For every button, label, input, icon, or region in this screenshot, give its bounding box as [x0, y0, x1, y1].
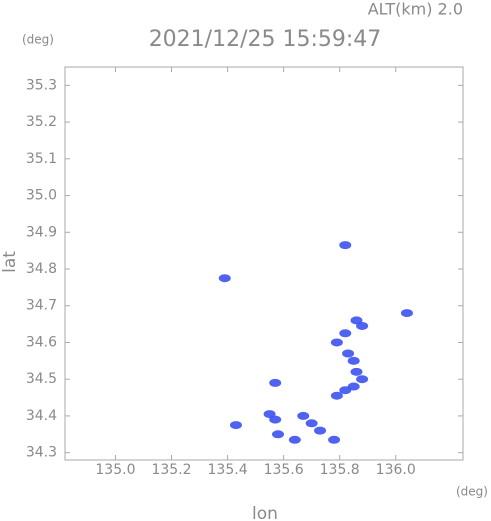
- echo: [347, 356, 360, 365]
- x-tick-label: 136.0: [376, 462, 416, 478]
- y-tick-label: 34.7: [26, 298, 57, 314]
- y-unit: (deg): [22, 33, 54, 47]
- x-tick-label: 135.8: [320, 462, 360, 478]
- chart-title: 2021/12/25 15:59:47: [149, 27, 382, 52]
- echo: [342, 349, 355, 358]
- y-tick-label: 34.9: [26, 224, 57, 240]
- echo: [305, 419, 318, 428]
- echo: [229, 421, 242, 430]
- x-tick-label: 135.4: [208, 462, 248, 478]
- y-tick-label: 34.8: [26, 261, 57, 277]
- y-axis-label: lat: [0, 251, 20, 273]
- echo: [356, 321, 369, 330]
- y-tick-label: 35.1: [26, 151, 57, 167]
- echo: [350, 367, 363, 376]
- echo: [328, 435, 341, 444]
- x-tick-label: 135.2: [151, 462, 191, 478]
- y-tick-label: 34.5: [26, 371, 57, 387]
- x-tick-label: 135.6: [264, 462, 304, 478]
- echo: [269, 378, 282, 387]
- echo: [314, 426, 327, 435]
- echo: [400, 309, 413, 318]
- echo: [330, 391, 343, 400]
- x-tick-label: 135.0: [95, 462, 135, 478]
- x-axis-label: lon: [252, 504, 278, 521]
- x-unit: (deg): [456, 485, 488, 499]
- echo: [288, 435, 301, 444]
- altitude: ALT(km) 2.0: [368, 0, 463, 19]
- y-tick-label: 34.3: [26, 445, 57, 461]
- echo: [297, 411, 310, 420]
- echo: [272, 430, 285, 439]
- echo: [339, 241, 352, 250]
- echo: [269, 415, 282, 424]
- y-tick-label: 34.4: [26, 408, 57, 424]
- echo: [330, 338, 343, 347]
- y-tick-label: 35.0: [26, 188, 57, 204]
- y-tick-label: 34.6: [26, 334, 57, 350]
- echo: [356, 375, 369, 384]
- plot-frame: [64, 66, 464, 461]
- echo: [339, 329, 352, 338]
- echo: [218, 274, 231, 283]
- y-tick-label: 35.3: [26, 77, 57, 93]
- echo: [339, 386, 352, 395]
- y-tick-label: 35.2: [26, 114, 57, 130]
